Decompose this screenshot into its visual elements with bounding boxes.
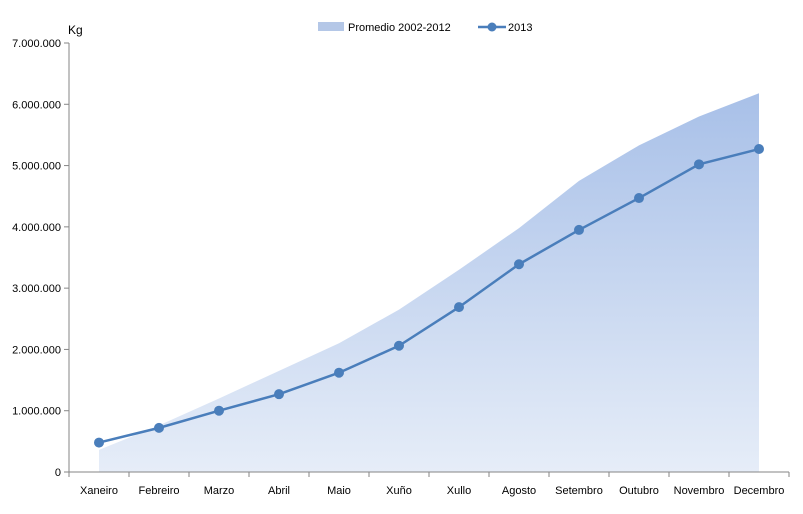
y-tick-label: 5.000.000 (12, 161, 61, 173)
data-point-2013 (94, 437, 104, 448)
data-point-2013 (154, 422, 164, 433)
y-axis-unit-label: Kg (68, 23, 83, 37)
data-point-2013 (634, 193, 644, 204)
y-tick-label: 7.000.000 (12, 38, 61, 50)
legend-swatch-promedio (318, 22, 344, 31)
x-tick-label: Febreiro (139, 485, 180, 497)
x-tick-label: Xuño (386, 485, 412, 497)
x-tick-label: Agosto (502, 485, 536, 497)
data-point-2013 (454, 302, 464, 313)
line-series-2013 (98, 147, 760, 444)
x-tick-label: Novembro (674, 485, 725, 497)
x-tick-label: Xaneiro (80, 485, 118, 497)
x-tick-label: Maio (327, 485, 351, 497)
legend-label-promedio: Promedio 2002-2012 (348, 22, 451, 34)
y-tick-label: 0 (55, 467, 61, 479)
legend-label-2013: 2013 (508, 22, 532, 34)
x-tick-label: Outubro (619, 485, 659, 497)
data-point-2013 (574, 224, 584, 235)
x-axis: Xaneiro Febreiro Marzo Abril Maio Xuño Xullo Ag… (68, 471, 790, 497)
x-tick-label: Setembro (555, 485, 603, 497)
data-point-2013 (694, 159, 704, 170)
data-point-2013 (514, 259, 524, 270)
y-tick-label: 6.000.000 (12, 99, 61, 111)
y-tick-label: 1.000.000 (12, 406, 61, 418)
data-point-2013 (394, 340, 404, 351)
data-point-2013 (214, 405, 224, 416)
x-tick-label: Decembro (734, 485, 785, 497)
data-point-2013 (274, 389, 284, 400)
plot-area (94, 93, 764, 473)
legend-marker-2013 (487, 22, 497, 32)
data-point-2013 (334, 367, 344, 378)
data-point-2013 (754, 144, 764, 155)
legend: Promedio 2002-2012 2013 (318, 22, 532, 34)
y-tick-label: 3.000.000 (12, 283, 61, 295)
y-tick-label: 4.000.000 (12, 222, 61, 234)
area-series-promedio (99, 93, 759, 473)
x-tick-label: Xullo (447, 485, 471, 497)
y-axis: 0 1.000.000 2.000.000 3.000.000 4.000.000 5.0… (12, 38, 70, 479)
y-tick-label: 2.000.000 (12, 344, 61, 356)
x-tick-label: Marzo (204, 485, 235, 497)
x-tick-label: Abril (268, 485, 290, 497)
